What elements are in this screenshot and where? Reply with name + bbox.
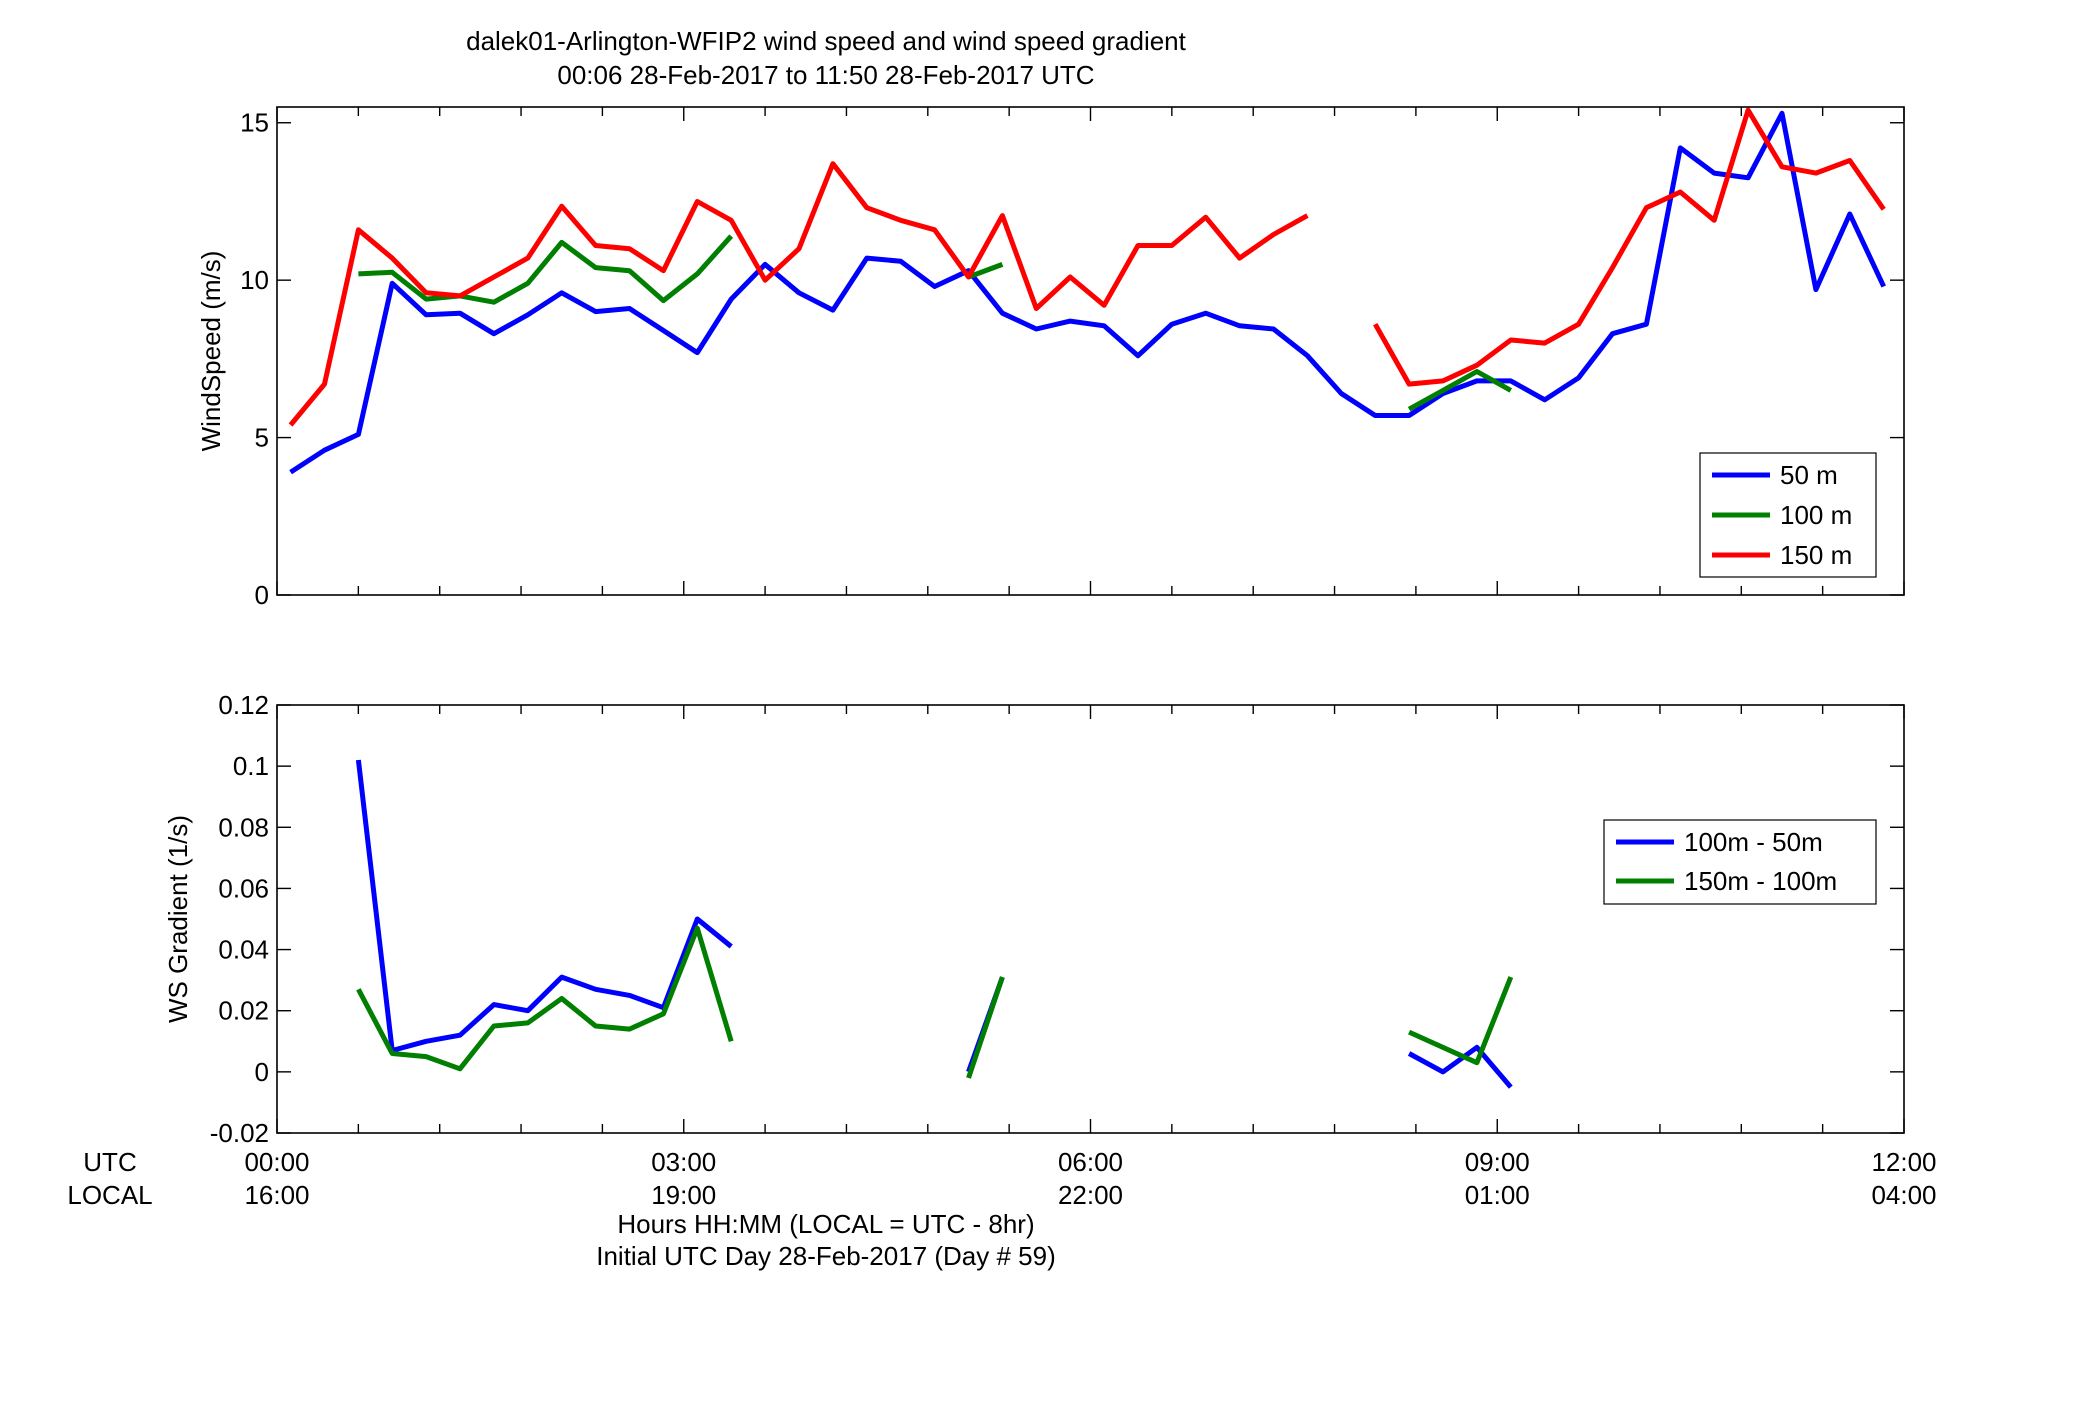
legend-label-50m: 50 m — [1780, 460, 1838, 490]
x-axis-labels: UTC LOCAL Hours HH:MM (LOCAL = UTC - 8hr… — [67, 1147, 1936, 1271]
gradient-ytick-label-3: 0.04 — [218, 935, 269, 965]
gradient-ytick-label-0: -0.02 — [210, 1118, 269, 1148]
windspeed-ytick-label-1: 5 — [255, 423, 269, 453]
windspeed-series-1-segment-1-line — [967, 262, 1004, 280]
xtick-utc-label-0: 00:00 — [244, 1147, 309, 1177]
gradient-ytick-label-4: 0.06 — [218, 873, 269, 903]
gradient-ytick-label-7: 0.12 — [218, 690, 269, 720]
xaxis-label-line1: Hours HH:MM (LOCAL = UTC - 8hr) — [617, 1209, 1034, 1239]
windspeed-series-1-segment-2-line — [1407, 369, 1513, 412]
xtick-utc-label-3: 09:00 — [1465, 1147, 1530, 1177]
xaxis-label-line2: Initial UTC Day 28-Feb-2017 (Day # 59) — [596, 1241, 1056, 1271]
windspeed-series-2-segment-1-line — [1373, 107, 1886, 387]
xtick-utc-label-2: 06:00 — [1058, 1147, 1123, 1177]
windspeed-legend: 50 m 100 m 150 m — [1699, 452, 1877, 578]
xtick-local-label-3: 01:00 — [1465, 1180, 1530, 1210]
gradient-series-0-segment-2-line — [1407, 1044, 1513, 1089]
gradient-ytick-label-6: 0.1 — [233, 751, 269, 781]
gradient-ylabel: WS Gradient (1/s) — [163, 815, 193, 1023]
gradient-ytick-label-2: 0.02 — [218, 996, 269, 1026]
xtick-local-label-2: 22:00 — [1058, 1180, 1123, 1210]
xtick-local-label-0: 16:00 — [244, 1180, 309, 1210]
gradient-plot: -0.02 0 0.02 0.04 0.06 0.08 0.1 0.12 WS Gradien… — [163, 690, 1905, 1148]
utc-row-label: UTC — [83, 1147, 136, 1177]
gradient-ticks: -0.02 0 0.02 0.04 0.06 0.08 0.1 0.12 — [210, 690, 1905, 1148]
windspeed-ytick-label-2: 10 — [240, 265, 269, 295]
gradient-ytick-label-1: 0 — [255, 1057, 269, 1087]
legend-label-100m-50m: 100m - 50m — [1684, 827, 1823, 857]
legend-label-150m: 150 m — [1780, 540, 1852, 570]
gradient-series-1-segment-1-line — [966, 976, 1005, 1079]
windspeed-series-2-segment-0-line — [288, 161, 1309, 427]
gradient-series-1-segment-2-line — [1408, 976, 1514, 1066]
legend-label-100m: 100 m — [1780, 500, 1852, 530]
xtick-local-label-4: 04:00 — [1871, 1180, 1936, 1210]
windspeed-series-1-segment-0-line — [358, 234, 734, 305]
gradient-legend-box — [1603, 819, 1877, 905]
gradient-series-1-segment-0-line — [356, 925, 734, 1072]
windspeed-ytick-label-3: 15 — [240, 108, 269, 138]
gradient-series-group — [355, 759, 1514, 1089]
windspeed-ylabel: WindSpeed (m/s) — [196, 251, 226, 452]
windspeed-ticks: 0 5 10 15 — [240, 107, 1905, 610]
legend-label-150m-100m: 150m - 100m — [1684, 866, 1837, 896]
gradient-legend: 100m - 50m 150m - 100m — [1603, 819, 1877, 905]
local-row-label: LOCAL — [67, 1180, 152, 1210]
windspeed-series-group — [288, 107, 1886, 475]
xtick-utc-label-1: 03:00 — [651, 1147, 716, 1177]
xtick-utc-label-4: 12:00 — [1871, 1147, 1936, 1177]
windspeed-plot: 0 5 10 15 WindSpeed (m/s) 50 m 100 m 150 m — [196, 106, 1905, 610]
chart-title-line1: dalek01-Arlington-WFIP2 wind speed and w… — [466, 26, 1187, 56]
gradient-ytick-label-5: 0.08 — [218, 812, 269, 842]
chart-title-line2: 00:06 28-Feb-2017 to 11:50 28-Feb-2017 U… — [557, 60, 1094, 90]
xtick-local-label-1: 19:00 — [651, 1180, 716, 1210]
windspeed-series-0-segment-0-line — [289, 110, 1886, 475]
windspeed-ytick-label-0: 0 — [255, 580, 269, 610]
